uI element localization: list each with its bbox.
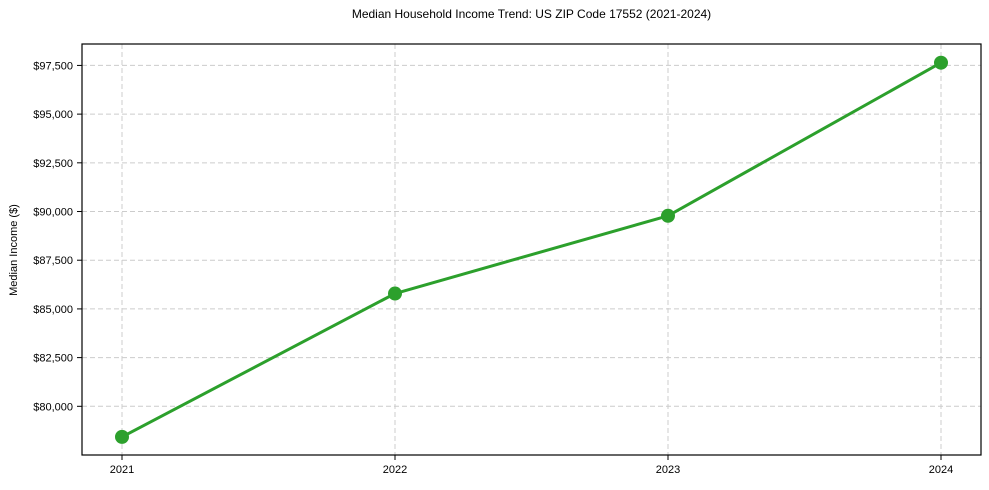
trend-line	[120, 61, 943, 439]
data-point-marker	[934, 55, 948, 70]
y-tick-label: $85,000	[33, 304, 73, 316]
y-tick-label: $87,500	[33, 255, 73, 267]
plot-border	[81, 43, 982, 456]
x-tick-label: 2024	[929, 464, 953, 476]
x-tick-label: 2022	[383, 464, 407, 476]
y-tick-label: $82,500	[33, 353, 73, 365]
y-tick-label: $97,500	[33, 60, 73, 72]
x-tick-label: 2023	[656, 464, 680, 476]
y-tick-label: $90,000	[33, 207, 73, 219]
y-tick-label: $95,000	[33, 109, 73, 121]
data-point-marker	[388, 286, 402, 301]
data-point-marker	[115, 429, 129, 444]
y-tick-label: $92,500	[33, 158, 73, 170]
chart-title: Median Household Income Trend: US ZIP Co…	[351, 7, 712, 21]
data-point-marker	[661, 208, 675, 223]
y-tick-label: $80,000	[33, 401, 73, 413]
x-tick-label: 2021	[110, 464, 134, 476]
